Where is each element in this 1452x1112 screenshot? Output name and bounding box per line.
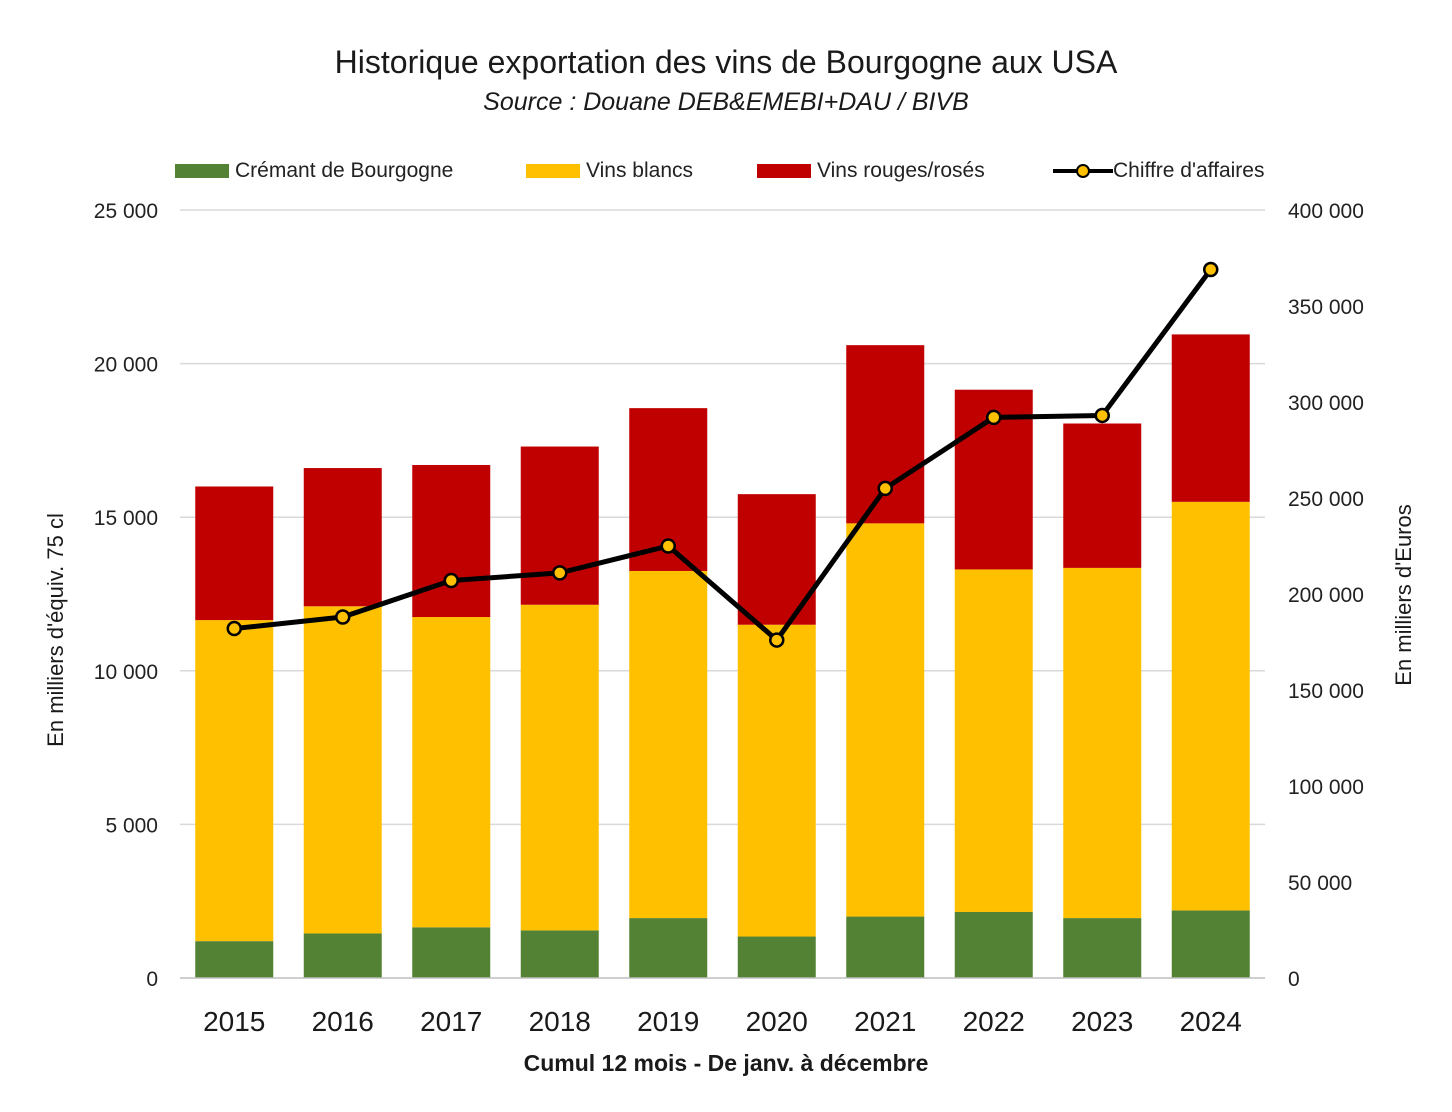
legend-swatch-chiffre-affaires: [1053, 164, 1113, 178]
y2-tick-label: 100 000: [1288, 776, 1364, 799]
legend-label-vins-rouges: Vins rouges/rosés: [817, 159, 985, 182]
bar-segment: [195, 941, 274, 978]
legend-item-chiffre-affaires: Chiffre d'affaires: [1053, 156, 1264, 186]
line-point: [769, 632, 785, 648]
bar-segment: [520, 930, 599, 978]
legend-item-cremant: Crémant de Bourgogne: [175, 156, 453, 186]
legend-swatch-vins-blancs: [526, 164, 580, 178]
bar-segment: [846, 523, 925, 917]
x-tick-label: 2021: [854, 1006, 916, 1037]
x-axis-title: Cumul 12 mois - De janv. à décembre: [523, 1050, 929, 1076]
bar-segment: [1171, 910, 1250, 978]
chart-subtitle: Source : Douane DEB&EMEBI+DAU / BIVB: [483, 88, 969, 116]
y2-tick-label: 50 000: [1288, 872, 1352, 895]
line-point: [226, 620, 242, 637]
y-tick-label: 25 000: [94, 200, 158, 223]
x-tick-label: 2018: [529, 1006, 591, 1037]
line-point: [986, 409, 1002, 426]
chart-title: Historique exportation des vins de Bourg…: [334, 44, 1118, 80]
legend-swatch-cremant: [175, 164, 229, 178]
y2-tick-label: 200 000: [1288, 584, 1364, 607]
bar-segment: [1063, 423, 1142, 568]
y-tick-label: 0: [146, 968, 158, 991]
bar-segment: [954, 911, 1033, 978]
line-point: [1094, 407, 1110, 424]
x-tick-label: 2016: [312, 1006, 374, 1037]
y2-axis-title: En milliers d'Euros: [1391, 504, 1416, 685]
bar-segment: [303, 468, 382, 607]
line-point: [877, 480, 893, 497]
bar-segment: [412, 464, 491, 618]
line-point: [443, 572, 459, 589]
y-tick-label: 20 000: [94, 354, 158, 377]
line-point: [1203, 261, 1219, 278]
bar-segment: [629, 918, 708, 978]
x-tick-label: 2015: [203, 1006, 265, 1037]
y2-tick-label: 250 000: [1288, 488, 1364, 511]
y2-tick-label: 0: [1288, 968, 1300, 991]
y-tick-label: 10 000: [94, 661, 158, 684]
bar-segment: [1063, 918, 1142, 978]
y-axis-title: En milliers d'équiv. 75 cl: [43, 513, 68, 747]
bar-segment: [1171, 501, 1250, 911]
legend-label-chiffre-affaires: Chiffre d'affaires: [1113, 159, 1265, 182]
line-series-chiffre-affaires: [233, 268, 1213, 643]
bar-segment: [954, 569, 1033, 912]
bar-segment: [737, 936, 816, 978]
x-tick-label: 2023: [1071, 1006, 1133, 1037]
bar-segment: [412, 617, 491, 928]
y-tick-label: 15 000: [94, 507, 158, 530]
x-tick-label: 2017: [420, 1006, 482, 1037]
legend-label-vins-blancs: Vins blancs: [586, 159, 694, 182]
bar-segment: [520, 604, 599, 931]
bar-segment: [737, 624, 816, 937]
line-point: [660, 538, 676, 554]
bar-segment: [195, 486, 274, 621]
line-point: [335, 609, 351, 625]
bar-segment: [1171, 334, 1250, 502]
line-point: [552, 565, 568, 581]
bar-segment: [195, 620, 274, 942]
bar-segment: [303, 606, 382, 934]
bar-segment: [412, 927, 491, 978]
bar-segment: [846, 916, 925, 978]
x-tick-label: 2019: [637, 1006, 699, 1037]
legend-label-cremant: Crémant de Bourgogne: [235, 159, 454, 182]
bar-segment: [1063, 567, 1142, 919]
bar-segment: [303, 933, 382, 978]
legend: Crémant de Bourgogne Vins blancs Vins ro…: [0, 156, 1452, 186]
legend-swatch-vins-rouges: [757, 164, 811, 178]
y2-tick-label: 400 000: [1288, 200, 1364, 223]
legend-item-vins-rouges: Vins rouges/rosés: [757, 156, 985, 186]
y2-tick-label: 350 000: [1288, 296, 1364, 319]
bar-segment: [520, 446, 599, 605]
y2-tick-label: 150 000: [1288, 680, 1364, 703]
y-tick-label: 5 000: [105, 814, 158, 837]
bar-segment: [629, 570, 708, 919]
legend-item-vins-blancs: Vins blancs: [526, 156, 693, 186]
x-tick-label: 2022: [963, 1006, 1025, 1037]
y2-tick-label: 300 000: [1288, 392, 1364, 415]
x-tick-label: 2020: [746, 1006, 808, 1037]
bar-segment: [846, 345, 925, 524]
x-tick-label: 2024: [1180, 1006, 1242, 1037]
